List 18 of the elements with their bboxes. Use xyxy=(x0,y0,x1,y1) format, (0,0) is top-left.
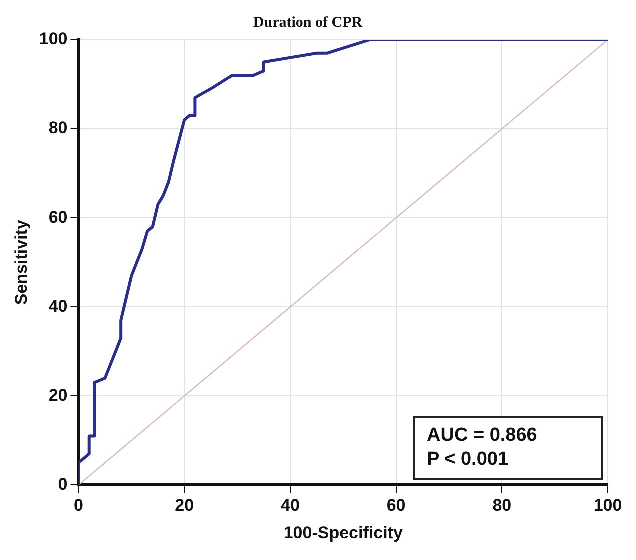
chart-title: Duration of CPR xyxy=(253,14,363,31)
y-axis-title: Sensitivity xyxy=(12,220,31,306)
x-tick-label: 100 xyxy=(594,496,622,516)
y-tick-label: 40 xyxy=(48,296,68,316)
x-tick-label: 80 xyxy=(492,496,512,516)
x-tick-label: 0 xyxy=(74,496,84,516)
y-tick-label: 100 xyxy=(39,30,68,49)
annotation: P < 0.001 xyxy=(427,448,510,472)
x-tick-label: 20 xyxy=(175,496,194,516)
x-tick-label: 40 xyxy=(280,496,300,516)
y-tick-label: 80 xyxy=(48,118,68,138)
x-axis-title: 100-Specificity xyxy=(284,523,404,542)
x-tick-label: 60 xyxy=(386,496,406,516)
note-frame: AUC = 0.866 P < 0.001 xyxy=(413,416,603,480)
annotation: AUC = 0.866 xyxy=(427,424,538,448)
y-tick-label: 20 xyxy=(48,386,68,405)
y-tick-label: 0 xyxy=(58,474,68,494)
y-tick-label: 60 xyxy=(48,208,68,227)
